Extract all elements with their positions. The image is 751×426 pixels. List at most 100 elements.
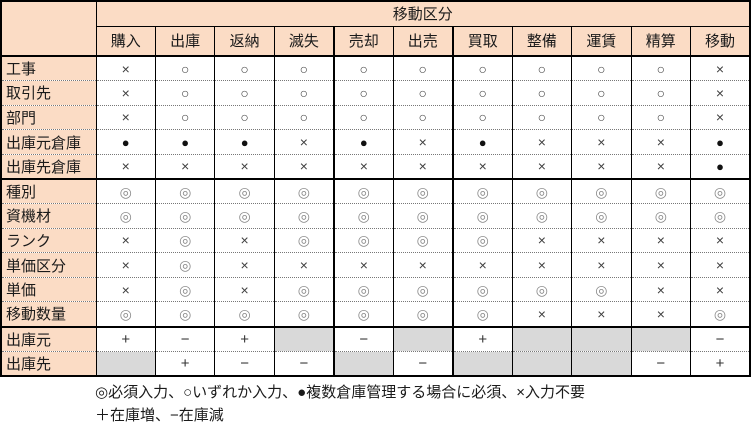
table-cell: ◎ — [392, 203, 453, 229]
row-label: 出庫元倉庫 — [0, 129, 96, 155]
cell-symbol: × — [537, 158, 546, 175]
cell-symbol: − — [715, 330, 725, 348]
cell-symbol: × — [121, 257, 130, 274]
table-cell: ◎ — [332, 301, 394, 327]
cell-symbol: × — [656, 158, 665, 175]
cell-symbol: ◎ — [297, 207, 310, 224]
cell-symbol: ○ — [359, 84, 369, 101]
cell-symbol: ○ — [597, 60, 606, 77]
table-cell: × — [95, 276, 156, 302]
table-cell: × — [214, 276, 275, 302]
legend-plus-minus: ＋在庫増、−在庫減 — [95, 406, 224, 424]
table-cell: × — [95, 104, 156, 130]
table-row: 出庫元倉庫 ● ● ● × ● × ● × × × ● — [0, 129, 750, 155]
table-cell: ◎ — [690, 203, 750, 229]
cell-symbol: × — [715, 109, 725, 126]
corner-cell — [0, 1, 96, 57]
table-cell: × — [571, 227, 632, 253]
cell-symbol: ● — [121, 135, 130, 151]
table-cell: × — [690, 252, 750, 278]
cell-symbol: × — [656, 305, 665, 322]
table-cell: ○ — [571, 55, 632, 81]
table-cell: × — [630, 227, 691, 253]
table-row: 出庫先倉庫 × × × × × × × × × × ● — [0, 153, 750, 179]
cell-symbol: × — [418, 257, 427, 274]
cell-symbol: ○ — [597, 84, 606, 101]
table-cell: ◎ — [392, 227, 453, 253]
table-cell — [273, 325, 334, 352]
table-cell: × — [273, 252, 334, 278]
table-row: 単価 × ◎ × ◎ ◎ ◎ ◎ ◎ ◎ × × — [0, 276, 750, 302]
cell-symbol: ◎ — [416, 305, 429, 322]
cell-symbol: ◎ — [416, 281, 429, 298]
cell-symbol: × — [418, 158, 427, 175]
table-cell: ◎ — [392, 301, 453, 327]
cell-symbol: ◎ — [238, 207, 251, 224]
cell-symbol: ○ — [240, 109, 249, 126]
cell-symbol: − — [240, 354, 250, 372]
table-cell — [511, 325, 572, 352]
cell-symbol: × — [597, 134, 606, 151]
table-cell: ◎ — [273, 227, 334, 253]
cell-symbol: × — [656, 232, 665, 249]
table-cell: × — [690, 227, 750, 253]
table-row: 資機材 ◎ ◎ ◎ ◎ ◎ ◎ ◎ ◎ ◎ ◎ ◎ — [0, 203, 750, 229]
table-cell: ◎ — [273, 276, 334, 302]
table-cell: ◎ — [95, 203, 156, 229]
table-cell: − — [630, 350, 691, 376]
table-row: 出庫元 + − + − + − — [0, 325, 750, 352]
table-cell: ○ — [273, 80, 334, 106]
table-cell: ◎ — [154, 276, 215, 302]
table-cell — [571, 350, 632, 376]
cell-symbol: ○ — [478, 60, 487, 77]
table-cell: ○ — [214, 80, 275, 106]
cell-symbol: × — [299, 134, 308, 151]
cell-symbol: × — [715, 60, 725, 77]
table-cell: × — [451, 252, 513, 278]
table-cell: × — [690, 104, 750, 130]
column-header: 出売 — [392, 26, 453, 57]
cell-symbol: ◎ — [297, 232, 310, 249]
row-label: 工事 — [0, 55, 96, 81]
cell-symbol: ◎ — [297, 183, 310, 200]
table-cell: ◎ — [571, 276, 632, 302]
table-cell: × — [332, 153, 394, 179]
column-header: 整備 — [511, 26, 572, 57]
cell-symbol: ○ — [180, 60, 190, 77]
table-cell: ◎ — [214, 301, 275, 327]
table-cell: × — [273, 129, 334, 155]
table-row: 取引先 × ○ ○ ○ ○ ○ ○ ○ ○ ○ × — [0, 80, 750, 106]
table-cell: × — [214, 252, 275, 278]
table-cell: ◎ — [630, 177, 691, 204]
cell-symbol: ○ — [359, 60, 369, 77]
row-label: 部門 — [0, 104, 96, 130]
table-cell: + — [451, 325, 513, 352]
cell-symbol: ◎ — [238, 305, 251, 322]
cell-symbol: × — [418, 134, 427, 151]
table-cell — [392, 325, 453, 352]
table-cell: ◎ — [154, 301, 215, 327]
row-label: 資機材 — [0, 203, 96, 229]
cell-symbol: ○ — [656, 84, 666, 101]
cell-symbol: × — [656, 257, 665, 274]
table-cell: ○ — [451, 55, 513, 81]
table-cell: − — [214, 350, 275, 376]
table-cell: ○ — [630, 55, 691, 81]
table-cell: × — [273, 153, 334, 179]
cell-symbol: × — [299, 257, 308, 274]
table-cell: × — [690, 55, 750, 81]
table-cell: ◎ — [332, 227, 394, 253]
table-cell: ◎ — [95, 301, 156, 327]
table-cell: ◎ — [154, 177, 215, 204]
cell-symbol: + — [121, 330, 131, 348]
cell-symbol: ◎ — [179, 232, 192, 249]
table-row: 部門 × ○ ○ ○ ○ ○ ○ ○ ○ ○ × — [0, 104, 750, 130]
table-cell: × — [511, 129, 572, 155]
table-cell: × — [571, 129, 632, 155]
cell-symbol: × — [537, 257, 546, 274]
table-cell: ● — [95, 129, 156, 155]
cell-symbol: × — [537, 134, 546, 151]
cell-symbol: ◎ — [713, 207, 727, 224]
cell-symbol: ◎ — [595, 183, 608, 200]
